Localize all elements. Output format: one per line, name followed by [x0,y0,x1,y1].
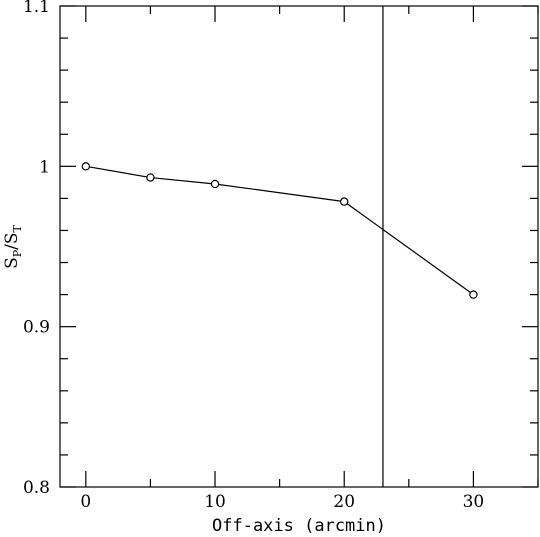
y-tick-label: 0.9 [23,318,50,338]
data-points [81,162,478,299]
x-axis-title: Off-axis (arcmin) [212,516,386,536]
x-tick-label: 30 [463,492,485,512]
x-tick-labels: 0 10 20 30 [80,492,484,512]
x-tick-label: 10 [204,492,226,512]
data-point [81,162,91,171]
y-axis-title-s1: S [2,257,22,269]
y-tick-labels: 0.8 0.9 1 1.1 [23,0,50,498]
y-tick-label: 1.1 [23,0,50,17]
y-axis-title-slash: / [2,244,22,250]
series-line [85,165,474,296]
data-point [210,179,220,189]
x-tick-label: 20 [333,492,355,512]
y-axis-title: SP/ST [2,224,24,268]
data-point [340,197,349,206]
axis-ticks [60,5,539,488]
y-tick-label: 0.8 [23,478,50,498]
data-point [146,173,155,182]
y-tick-label: 1 [39,157,50,177]
x-tick-label: 0 [80,492,91,512]
y-axis-title-s2: S [2,232,22,244]
y-axis-title-sub2: T [11,224,24,232]
y-axis-title-sub1: P [11,249,24,257]
plot-frame [59,5,539,488]
data-point [469,290,478,299]
